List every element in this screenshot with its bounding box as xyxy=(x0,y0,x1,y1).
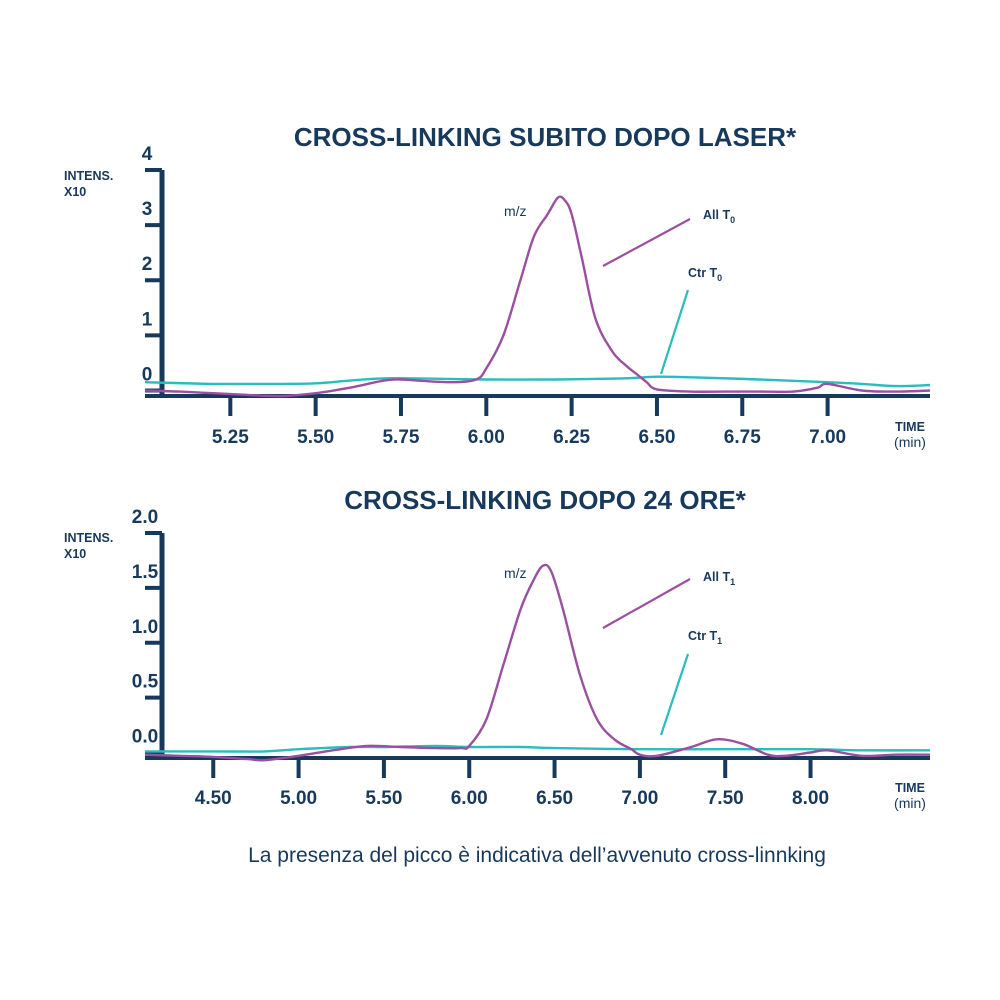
series-label-subscript: 0 xyxy=(717,273,722,283)
series-label-main: Ctr T xyxy=(688,629,718,643)
series-all-label: All T1 xyxy=(703,570,735,587)
x-axis-label: TIME xyxy=(895,420,925,434)
x-tick-label: 6.25 xyxy=(553,427,590,448)
y-axis-label: INTENS. xyxy=(64,169,113,183)
series-ctr-leader xyxy=(659,289,690,375)
series-ctr-label: Ctr T0 xyxy=(688,266,722,283)
x-tick-label: 7.50 xyxy=(707,788,744,809)
x-tick-label: 5.50 xyxy=(297,427,334,448)
series-all-leader xyxy=(602,578,691,629)
x-tick-label: 5.25 xyxy=(212,427,249,448)
footer-caption: La presenza del picco è indicativa dell’… xyxy=(248,844,826,867)
series-label-subscript: 0 xyxy=(730,215,735,225)
y-tick-label: 2 xyxy=(142,254,153,275)
series-all-line xyxy=(144,563,931,762)
series-ctr-line xyxy=(145,744,931,753)
series-label-subscript: 1 xyxy=(730,577,735,587)
y-tick-label: 2.0 xyxy=(132,507,158,528)
series-all-line xyxy=(144,195,931,398)
x-tick-label: 6.75 xyxy=(724,427,761,448)
series-ctr-label: Ctr T1 xyxy=(688,629,722,646)
y-tick-label: 3 xyxy=(142,199,153,220)
y-tick-label: 0.5 xyxy=(132,672,159,693)
x-tick-label: 5.75 xyxy=(382,427,419,448)
chart-1: CROSS-LINKING SUBITO DOPO LASER* INTENS. X… xyxy=(64,122,931,450)
y-tick-label: 1 xyxy=(142,309,153,330)
series-ctr-leader xyxy=(659,653,690,736)
series-all-label: All T0 xyxy=(703,208,735,225)
x-axis-unit: (min) xyxy=(894,795,926,811)
x-tick-label: 6.00 xyxy=(468,427,505,448)
y-tick-label: 0 xyxy=(142,364,153,385)
series-label-subscript: 1 xyxy=(717,636,722,646)
x-tick-label: 5.00 xyxy=(280,788,317,809)
mz-label: m/z xyxy=(504,203,527,219)
series-ctr-line xyxy=(144,375,931,388)
x-tick-label: 5.50 xyxy=(365,788,402,809)
x-tick-label: 7.00 xyxy=(621,788,658,809)
y-tick-label: 4 xyxy=(142,144,153,165)
y-axis-label: INTENS. xyxy=(64,531,113,545)
x-axis-unit: (min) xyxy=(894,434,926,450)
x-tick-label: 6.50 xyxy=(638,427,675,448)
chart-title: CROSS-LINKING DOPO 24 ORE* xyxy=(344,485,746,515)
x-tick-label: 7.00 xyxy=(809,427,846,448)
series-label-main: Ctr T xyxy=(688,266,718,280)
x-tick-label: 8.00 xyxy=(792,788,829,809)
x-tick-label: 6.50 xyxy=(536,788,573,809)
series-all-leader xyxy=(602,218,691,267)
y-axis-unit: X10 xyxy=(64,185,86,199)
series-label-main: All T xyxy=(703,208,730,222)
x-tick-label: 6.00 xyxy=(451,788,488,809)
y-tick-label: 1.0 xyxy=(132,617,158,638)
y-tick-label: 0.0 xyxy=(132,727,158,748)
series-label-main: All T xyxy=(703,570,730,584)
chart-title: CROSS-LINKING SUBITO DOPO LASER* xyxy=(294,122,797,152)
y-tick-label: 1.5 xyxy=(132,562,159,583)
x-axis-label: TIME xyxy=(895,781,925,795)
mz-label: m/z xyxy=(504,565,527,581)
y-axis-unit: X10 xyxy=(64,547,86,561)
x-tick-label: 4.50 xyxy=(195,788,232,809)
chart-2: CROSS-LINKING DOPO 24 ORE* INTENS. X10 0.0 0… xyxy=(64,485,931,811)
